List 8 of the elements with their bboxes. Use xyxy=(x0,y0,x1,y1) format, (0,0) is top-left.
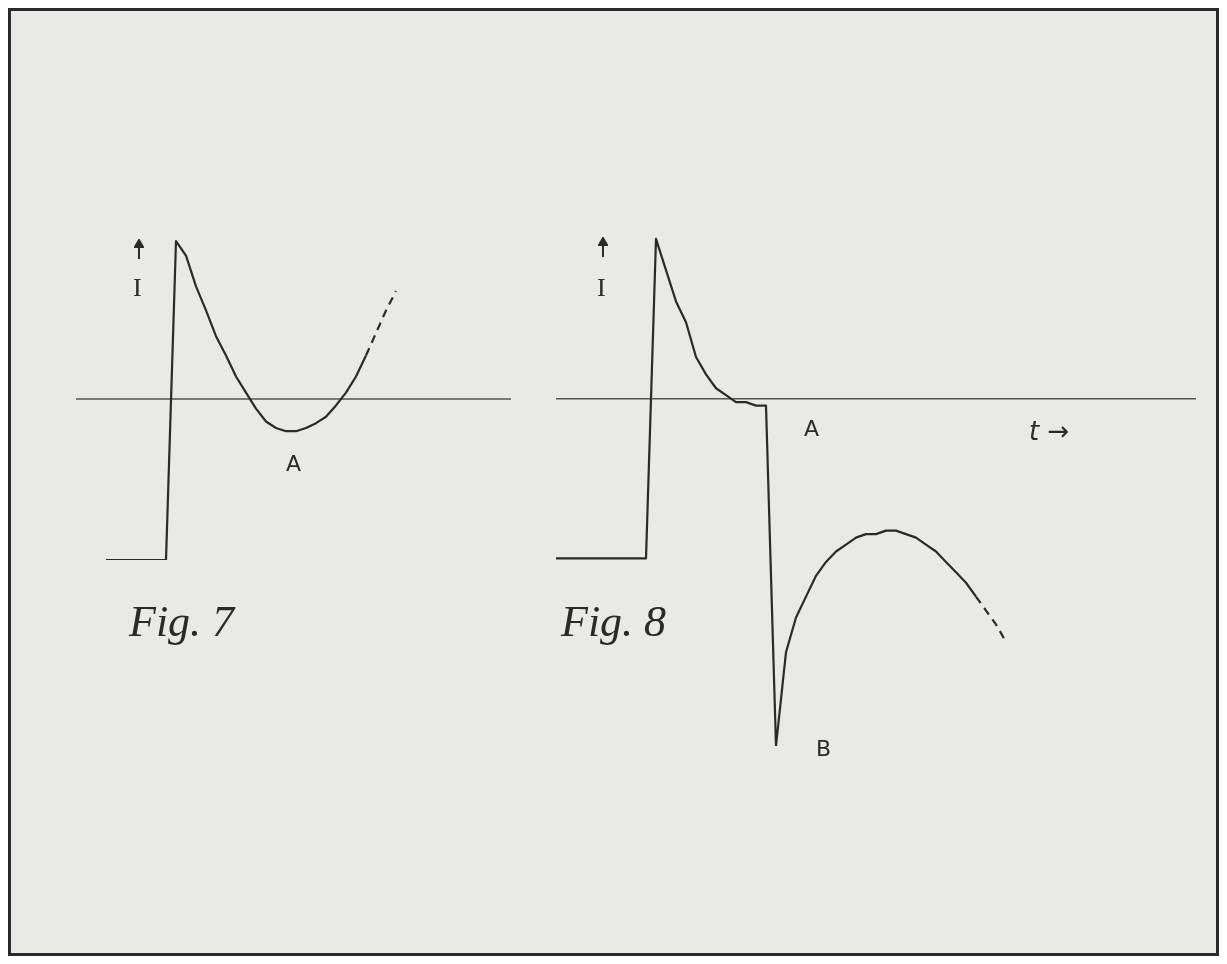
text: Fig. 8 xyxy=(561,596,667,647)
annotation: A xyxy=(286,451,302,476)
text: Fig. 7 xyxy=(129,596,235,647)
y-axis-title: I xyxy=(597,273,606,303)
y-axis-title: I xyxy=(133,273,142,303)
annotation: A xyxy=(804,416,820,441)
annotation: B xyxy=(816,736,832,761)
x-axis-title: t → xyxy=(1029,416,1070,446)
